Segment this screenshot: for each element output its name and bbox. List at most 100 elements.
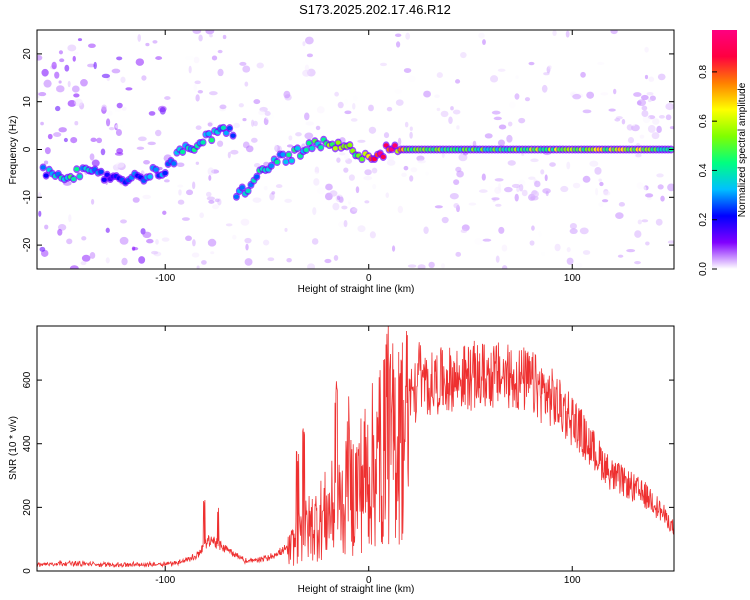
spectrogram-cell	[352, 102, 356, 110]
spectrogram-cell	[142, 231, 152, 239]
spectrogram-cell	[116, 102, 123, 109]
spectrogram-cell	[176, 162, 185, 168]
spectrogram-cell	[195, 94, 200, 102]
spectrogram-cell	[608, 108, 616, 112]
spectrogram-cell	[407, 264, 417, 268]
spectrogram-cell	[207, 122, 213, 127]
spectrogram-cell	[455, 251, 462, 257]
spectrogram-cell	[307, 263, 316, 269]
spectrogram-cell	[162, 210, 167, 215]
spectrogram-cell	[498, 124, 507, 130]
spectrogram-cell	[267, 257, 275, 262]
spectrogram-cell	[452, 109, 461, 115]
colorbar: 0.0 0.2 0.4 0.6 0.8 Normalized spectral ampl…	[698, 30, 748, 276]
spectrogram-cell	[207, 167, 214, 176]
spectrogram-cell	[575, 262, 583, 268]
spectrogram-cell	[633, 92, 642, 97]
spectrogram-cell	[258, 110, 265, 116]
spectrogram-cell	[73, 93, 80, 98]
spectrogram-cell	[72, 55, 76, 62]
spectrogram-cell	[617, 254, 624, 258]
spectrogram-cell	[163, 179, 170, 183]
spectrogram-cell	[316, 187, 326, 195]
spectrogram-cell	[518, 117, 526, 124]
spectrogram-cell	[482, 238, 492, 242]
spectrogram-cell	[598, 178, 602, 182]
spectrogram-cell	[336, 157, 341, 163]
spectrogram-cell	[530, 190, 539, 198]
spectrogram-cell	[403, 68, 412, 73]
spectrogram-cell	[534, 180, 541, 188]
spectrogram-cell	[253, 163, 261, 168]
spectrogram-cell	[572, 182, 581, 189]
spectrogram-cell	[40, 121, 44, 126]
spectrogram-cell	[441, 216, 449, 224]
spectrogram-cell	[494, 178, 504, 182]
spectrogram-cell	[39, 246, 46, 252]
spectrogram-cell	[275, 184, 283, 189]
spectrogram-cell	[210, 251, 215, 255]
spectrogram-cell	[193, 83, 198, 92]
spectrogram-cell	[121, 106, 127, 111]
spectrogram-cell	[334, 91, 339, 97]
spectrogram-cell	[491, 110, 501, 115]
spectrogram-cell	[313, 178, 320, 186]
spectrogram-cell	[268, 163, 274, 168]
spectrogram-cell	[54, 71, 60, 79]
spectrogram-cell	[636, 182, 644, 190]
spectrogram-cell	[528, 61, 535, 66]
spectrogram-cell	[368, 126, 377, 134]
y-tick-label: 10	[22, 96, 33, 108]
spectrogram-cell	[597, 61, 605, 66]
spectrogram-cell	[107, 110, 113, 116]
spectrogram-cell	[501, 265, 508, 269]
spectrogram-cell	[409, 126, 413, 131]
spectrogram-cell	[631, 122, 636, 127]
spectrogram-cell	[304, 112, 310, 121]
spectrogram-cell	[217, 68, 224, 77]
chart-title: S173.2025.202.17.46.R12	[299, 2, 451, 17]
spectrogram-cell	[626, 124, 634, 131]
spectrogram-cell	[408, 75, 416, 83]
y-tick-label: 20	[22, 48, 33, 60]
snr-panel: -100 0 100 0 200 400 600 Height of straight li…	[8, 325, 675, 595]
snr-series-line	[37, 326, 674, 568]
spectrogram-cell	[635, 153, 642, 158]
spectrogram-cell	[644, 46, 649, 53]
spectrogram-cell	[253, 120, 258, 127]
spectrogram-cell	[544, 174, 548, 182]
spectrogram-cell	[283, 90, 291, 99]
spectrogram-cell	[634, 230, 642, 238]
spectrogram-cell	[436, 72, 443, 79]
spectrogram-cell	[491, 197, 500, 201]
spectrogram-cell	[656, 125, 662, 134]
spectrogram-cell	[621, 118, 626, 125]
spectrogram-cell	[569, 222, 577, 230]
spectrogram-cell	[135, 58, 145, 66]
spectrogram-cell	[67, 44, 77, 52]
spectrogram-cell	[329, 190, 338, 197]
spectrogram-cell	[521, 189, 528, 197]
spectrogram-cell	[69, 265, 79, 269]
spectrogram-heatmap	[37, 30, 674, 269]
spectrogram-cell	[338, 196, 344, 203]
spectrogram-cell	[582, 175, 591, 183]
spectrogram-cell	[595, 187, 599, 196]
spectrogram-cell	[195, 161, 200, 165]
spectrogram-cell	[244, 237, 252, 244]
spectrogram-cell	[136, 146, 145, 150]
spectrogram-cell	[233, 122, 240, 129]
spectrogram-cell	[262, 239, 270, 246]
spectrogram-cell	[669, 126, 674, 130]
spectrogram-cell	[343, 167, 349, 173]
spectrogram-cell	[230, 133, 236, 138]
spectrogram-cell	[436, 107, 441, 112]
spectrogram-cell	[580, 71, 586, 78]
spectrogram-cell	[68, 214, 72, 223]
spectrogram-cell	[233, 194, 240, 199]
spectrogram-cell	[601, 199, 609, 203]
spectrogram-cell	[58, 80, 62, 84]
spectrogram-cell	[501, 244, 508, 252]
spectrogram-cell	[456, 170, 464, 178]
spectrogram-cell	[240, 218, 250, 226]
